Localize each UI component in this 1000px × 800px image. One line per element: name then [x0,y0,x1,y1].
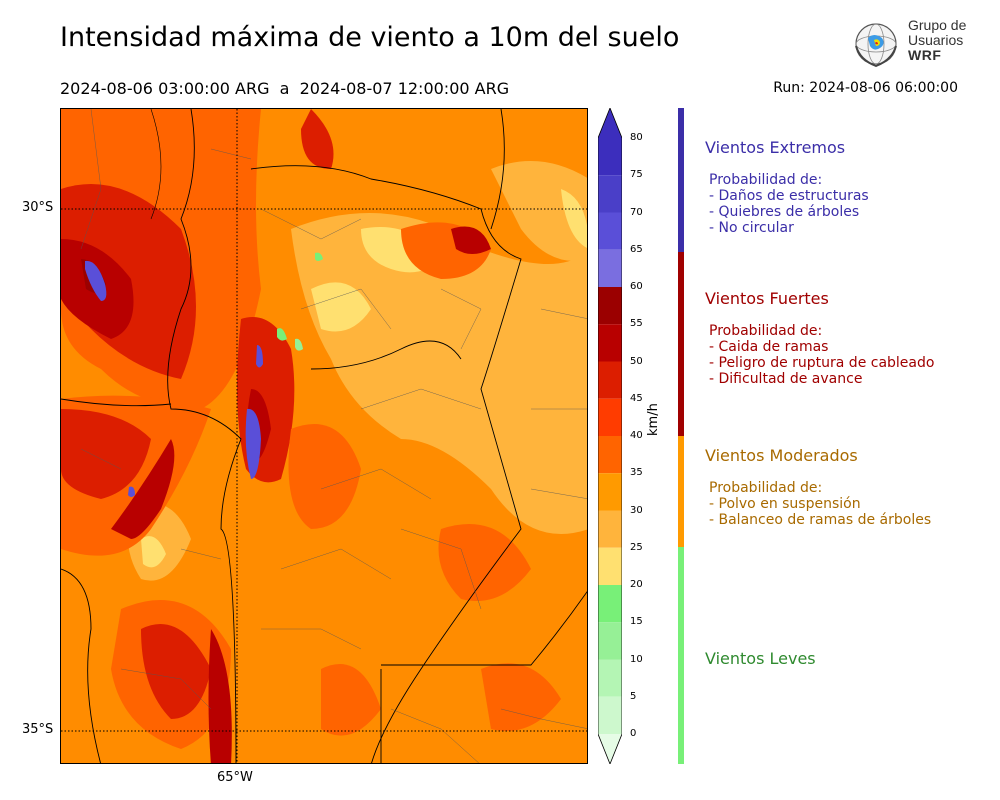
colorbar-segment [598,585,622,623]
colorbar-segment [598,696,622,734]
colorbar-segment [598,436,622,474]
desc-line: Probabilidad de: [709,172,823,188]
colorbar-segment [598,734,622,764]
colorbar-segment [598,287,622,325]
desc-line: - Caida de ramas [709,339,829,355]
colorbar-tick-label: 0 [630,728,637,739]
lat-label-35s: 35°S [22,722,54,737]
colorbar-segment [598,175,622,213]
forecast-period: 2024-08-06 03:00:00 ARG a 2024-08-07 12:… [60,79,510,98]
colorbar-tick-label: 55 [630,318,643,330]
desc-line: - No circular [709,220,794,236]
desc-line: Probabilidad de: [709,323,823,339]
colorbar-segment [598,212,622,250]
lat-label-30s: 30°S [22,200,54,215]
category-desc-strong: Probabilidad de: - Caida de ramas - Peli… [709,323,934,387]
desc-line: - Balanceo de ramas de árboles [709,512,932,528]
colorbar-tick-label: 30 [630,504,643,516]
colorbar-tick-label: 10 [630,653,643,665]
colorbar-tick-label: 25 [630,541,643,553]
colorbar-unit-label: km/h [646,403,661,436]
colorbar-tick-label: 60 [630,281,643,292]
category-desc-extreme: Probabilidad de: - Daños de estructuras … [709,172,869,236]
colorbar [598,108,622,764]
desc-line: - Peligro de ruptura de cableado [709,355,935,371]
colorbar-tick-label: 40 [630,430,643,441]
category-desc-moderate: Probabilidad de: - Polvo en suspensión -… [709,480,931,528]
wind-field [61,109,587,763]
colorbar-segment [598,361,622,399]
colorbar-tick-label: 20 [630,579,643,590]
wind-map [60,108,588,764]
logo-line3: WRF [908,47,942,63]
category-bar-strong [678,252,684,436]
category-bar-moderate [678,436,684,547]
colorbar-segment [598,398,622,436]
category-bar-light [678,547,684,764]
category-bar-extreme [678,108,684,252]
desc-line: - Daños de estructuras [709,188,869,204]
logo-line1: Grupo de [908,17,967,33]
chart-title: Intensidad máxima de viento a 10m del su… [60,22,680,53]
colorbar-tick-label: 45 [630,392,643,404]
category-title-light: Vientos Leves [705,649,816,668]
desc-line: - Polvo en suspensión [709,496,861,512]
lon-label-65w: 65°W [217,770,253,785]
colorbar-segment [598,249,622,287]
colorbar-tick-label: 50 [630,355,643,367]
colorbar-tick-label: 75 [630,169,643,181]
run-time: Run: 2024-08-06 06:00:00 [773,80,958,96]
colorbar-segment [598,547,622,585]
colorbar-segment [598,108,622,176]
colorbar-segment [598,324,622,362]
colorbar-segment [598,473,622,511]
logo-line2: Usuarios [908,32,964,48]
colorbar-segment [598,659,622,697]
grupo-usuarios-wrf-logo: Grupo de Usuarios WRF [848,16,978,72]
colorbar-tick-label: 65 [630,243,643,255]
colorbar-tick-label: 35 [630,467,643,479]
colorbar-tick-label: 15 [630,616,643,628]
desc-line: Probabilidad de: [709,480,823,496]
colorbar-segment [598,622,622,660]
category-title-strong: Vientos Fuertes [705,289,829,308]
colorbar-tick-label: 80 [630,132,643,143]
desc-line: - Dificultad de avance [709,371,863,387]
globe-icon [855,23,897,68]
colorbar-segment [598,510,622,548]
category-title-extreme: Vientos Extremos [705,138,846,157]
desc-line: - Quiebres de árboles [709,204,860,220]
colorbar-tick-label: 5 [630,690,637,702]
colorbar-tick-label: 70 [630,206,643,218]
category-title-moderate: Vientos Moderados [705,446,858,465]
